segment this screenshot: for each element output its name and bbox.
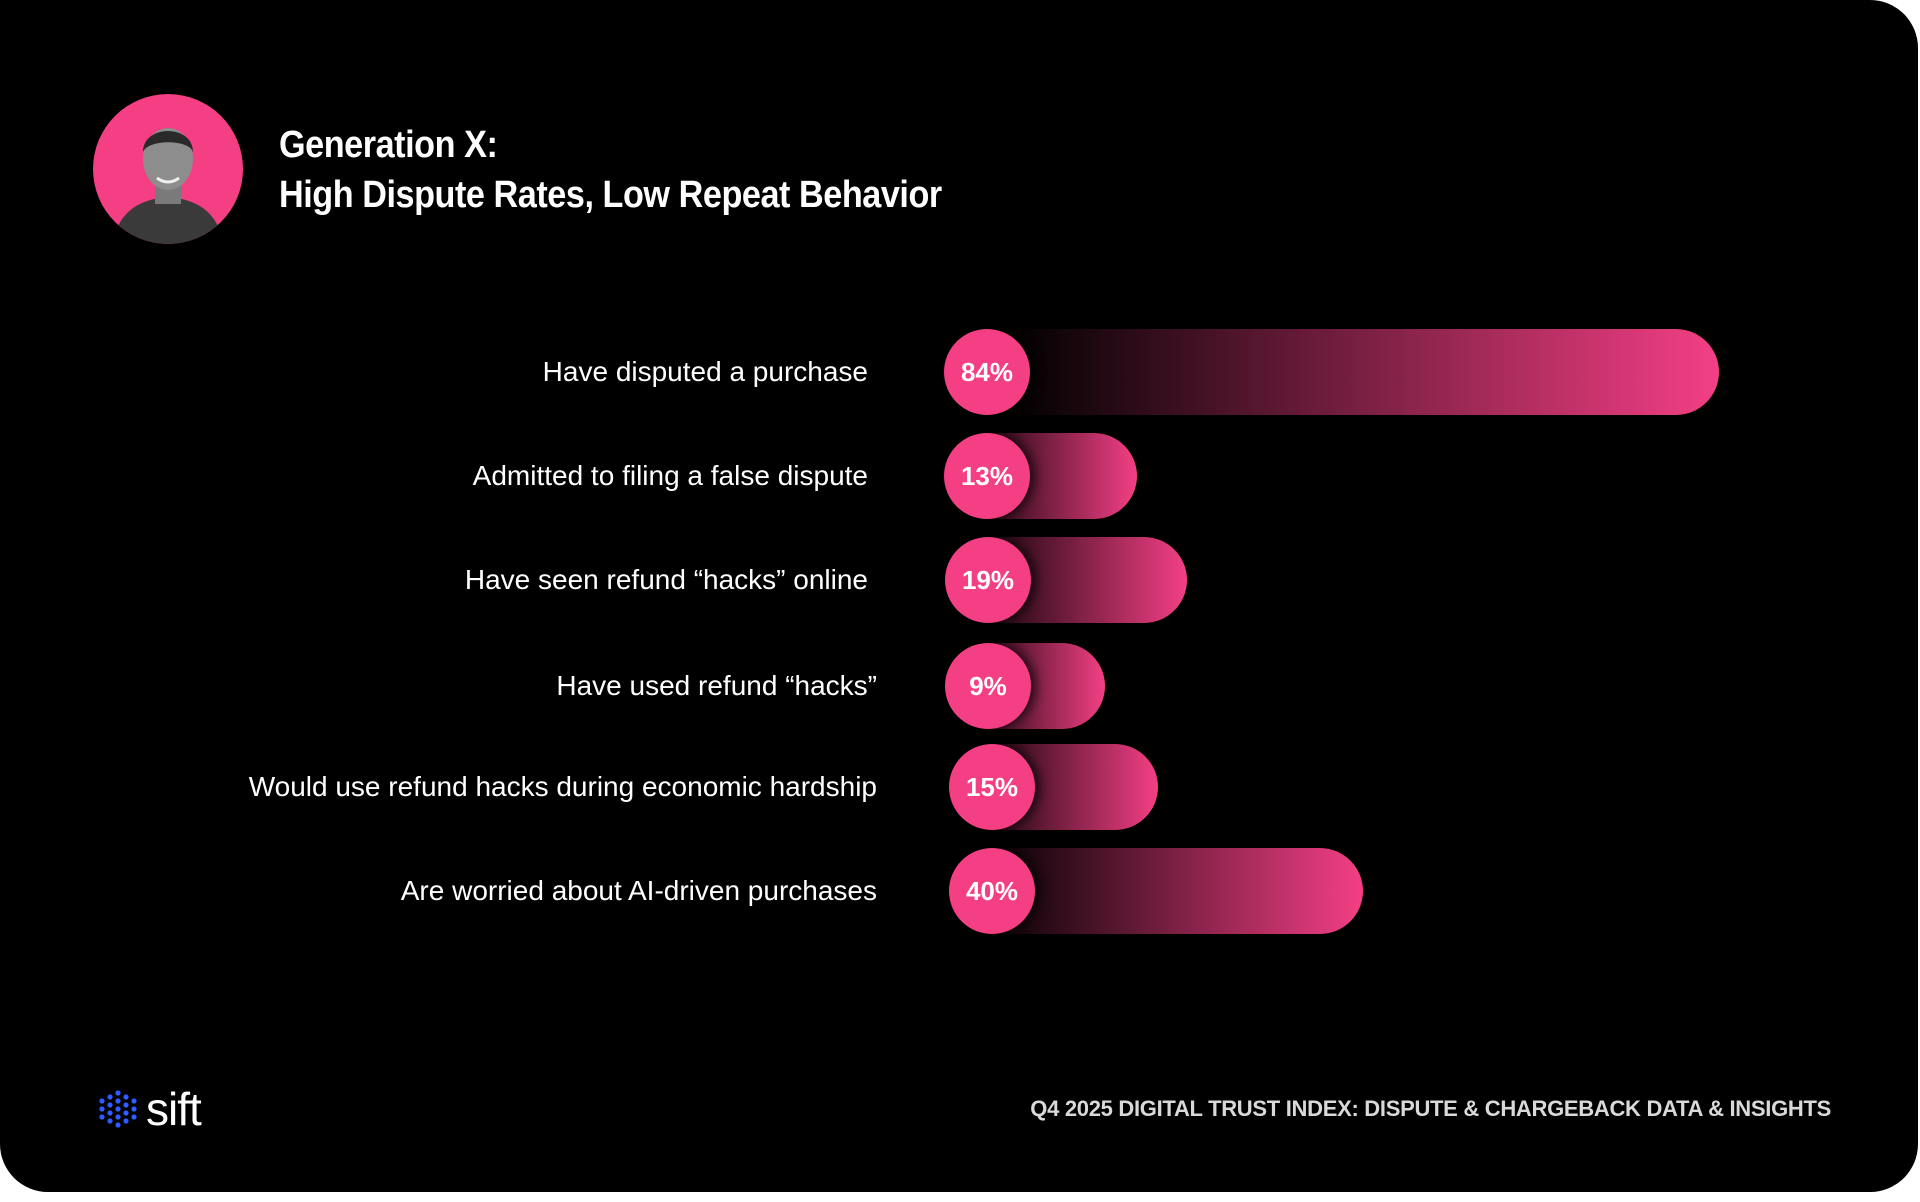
category-label: Have used refund “hacks” bbox=[556, 670, 877, 701]
category-label: Have disputed a purchase bbox=[542, 356, 868, 387]
category-label: Would use refund hacks during economic h… bbox=[248, 771, 877, 802]
data-label: 40% bbox=[949, 848, 1035, 934]
page-title: Generation X: High Dispute Rates, Low Re… bbox=[279, 120, 942, 220]
logo-text: sift bbox=[146, 1083, 202, 1135]
bar bbox=[944, 329, 1719, 415]
report-title: Q4 2025 DIGITAL TRUST INDEX: DISPUTE & C… bbox=[1030, 1096, 1831, 1121]
person-avatar bbox=[93, 94, 243, 244]
title-line-1: Generation X: bbox=[279, 124, 498, 166]
sift-logo: sift bbox=[96, 1083, 202, 1135]
category-label: Are worried about AI-driven purchases bbox=[400, 875, 877, 906]
data-label: 9% bbox=[945, 643, 1031, 729]
category-label: Admitted to filing a false dispute bbox=[472, 460, 868, 491]
title-line-2: High Dispute Rates, Low Repeat Behavior bbox=[279, 174, 942, 216]
category-label: Have seen refund “hacks” online bbox=[464, 564, 868, 595]
data-label: 15% bbox=[949, 744, 1035, 830]
data-label: 13% bbox=[944, 433, 1030, 519]
data-label: 19% bbox=[945, 537, 1031, 623]
dots-logo-icon bbox=[99, 1090, 137, 1128]
data-label: 84% bbox=[944, 329, 1030, 415]
